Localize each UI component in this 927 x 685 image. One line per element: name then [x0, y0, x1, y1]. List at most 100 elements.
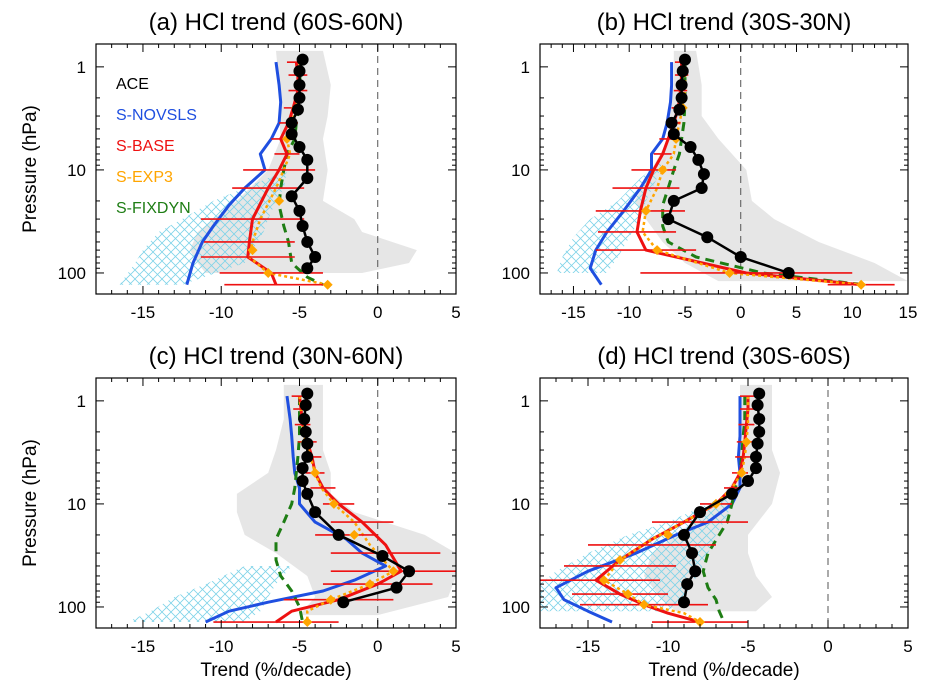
exp3-marker [274, 195, 285, 206]
ace-marker [742, 475, 754, 488]
chart-title: (b) HCl trend (30S-30N) [597, 9, 852, 36]
exp3-marker [302, 617, 313, 628]
legend-entry-s-fixdyn: S-FIXDYN [116, 200, 191, 217]
ace-marker [285, 128, 298, 141]
ace-marker [750, 462, 762, 475]
ace-marker [662, 213, 675, 226]
ace-marker [678, 528, 690, 541]
y-tick-label: 10 [67, 495, 86, 514]
y-tick-label: 100 [58, 598, 86, 617]
x-tick-label: -15 [561, 303, 586, 322]
plot-frame [95, 43, 457, 295]
ace-uncertainty-shading [634, 50, 908, 282]
ace-marker [689, 565, 702, 578]
series-line-s-fixdyn [661, 62, 864, 287]
ace-marker [667, 128, 680, 141]
x-tick-label: -5 [292, 303, 307, 322]
ace-marker [376, 549, 389, 562]
ace-marker [285, 190, 298, 203]
ace-marker [782, 266, 795, 279]
y-tick-label: 10 [511, 495, 530, 514]
ace-marker [285, 116, 298, 129]
ace-marker [751, 437, 764, 450]
y-axis-label: Pressure (hPa) [20, 105, 41, 233]
exp3-marker [388, 566, 399, 577]
chart-title: (a) HCl trend (60S-60N) [149, 9, 404, 36]
x-tick-label: -15 [131, 637, 156, 656]
chart-panel-2: -15 -10 -5 0 5 10 15 1 10 100 (b) HCl trend (30S-3… [502, 9, 918, 322]
ace-marker [678, 596, 690, 609]
exp3-marker [615, 554, 625, 565]
series-line-s-exp3 [602, 396, 750, 624]
series-line-s-fixdyn [277, 62, 324, 287]
novsls-hatched-range [119, 169, 287, 285]
exp3-marker [364, 579, 375, 590]
ace-marker [684, 141, 697, 154]
x-tick-label: -15 [576, 637, 601, 656]
ace-marker [301, 235, 314, 248]
y-tick-label: 1 [521, 58, 530, 77]
x-tick-label: -5 [740, 637, 755, 656]
exp3-marker [724, 267, 735, 278]
exp3-marker [657, 164, 668, 175]
ace-marker [665, 116, 678, 129]
x-tick-label: -10 [209, 637, 234, 656]
exp3-marker [247, 245, 258, 256]
x-tick-label: -10 [617, 303, 642, 322]
series-line-ace [290, 59, 317, 269]
series-line-s-novsls [204, 395, 388, 624]
ace-marker [675, 91, 688, 104]
x-tick-label: 5 [792, 303, 801, 322]
y-tick-label: 10 [67, 161, 86, 180]
ace-marker [667, 194, 680, 207]
ace-marker [753, 387, 766, 400]
ace-marker [296, 462, 309, 475]
exp3-marker [623, 589, 633, 600]
x-tick-label: 5 [451, 303, 460, 322]
y-axis-label: Pressure (hPa) [20, 439, 41, 567]
y-tick-label: 100 [502, 598, 530, 617]
ace-marker [692, 153, 705, 166]
ace-marker [291, 103, 304, 116]
x-tick-label: 0 [373, 637, 382, 656]
chart-title: (d) HCl trend (30S-60S) [597, 343, 850, 370]
exp3-marker [639, 599, 649, 610]
ace-marker [293, 204, 306, 217]
ace-marker [296, 53, 309, 66]
ace-marker [309, 251, 322, 264]
x-tick-label: 5 [903, 637, 912, 656]
ace-marker [403, 565, 416, 578]
ace-marker [301, 387, 314, 400]
x-tick-label: 0 [736, 303, 745, 322]
ace-marker [694, 506, 706, 519]
series-line-ace [666, 59, 790, 275]
series-line-s-fixdyn [274, 396, 305, 623]
ace-marker [293, 91, 306, 104]
x-tick-label: 0 [373, 303, 382, 322]
plot-area [540, 378, 829, 628]
ace-marker [337, 596, 350, 609]
ace-marker [750, 450, 762, 463]
ace-marker [673, 103, 686, 116]
plot-frame [95, 377, 457, 629]
ace-marker [734, 251, 747, 264]
ace-marker [701, 231, 714, 244]
exp3-marker [328, 498, 339, 509]
ace-marker [298, 413, 311, 426]
x-tick-label: -5 [677, 303, 692, 322]
chart-panel-3: -15 -10 -5 0 5 1 10 100 (c) HCl trend (30N-60N) P… [20, 343, 461, 681]
plot-area [127, 378, 456, 628]
ace-marker [753, 425, 766, 438]
ace-marker [301, 172, 314, 185]
ace-marker [301, 450, 314, 463]
ace-marker [332, 528, 345, 541]
ace-marker [296, 475, 309, 488]
ace-marker [681, 578, 694, 591]
exp3-marker [263, 267, 274, 278]
ace-marker [299, 425, 312, 438]
ace-marker [390, 581, 403, 594]
y-tick-label: 1 [521, 392, 530, 411]
exp3-marker [325, 594, 336, 605]
plot-area [556, 44, 908, 294]
